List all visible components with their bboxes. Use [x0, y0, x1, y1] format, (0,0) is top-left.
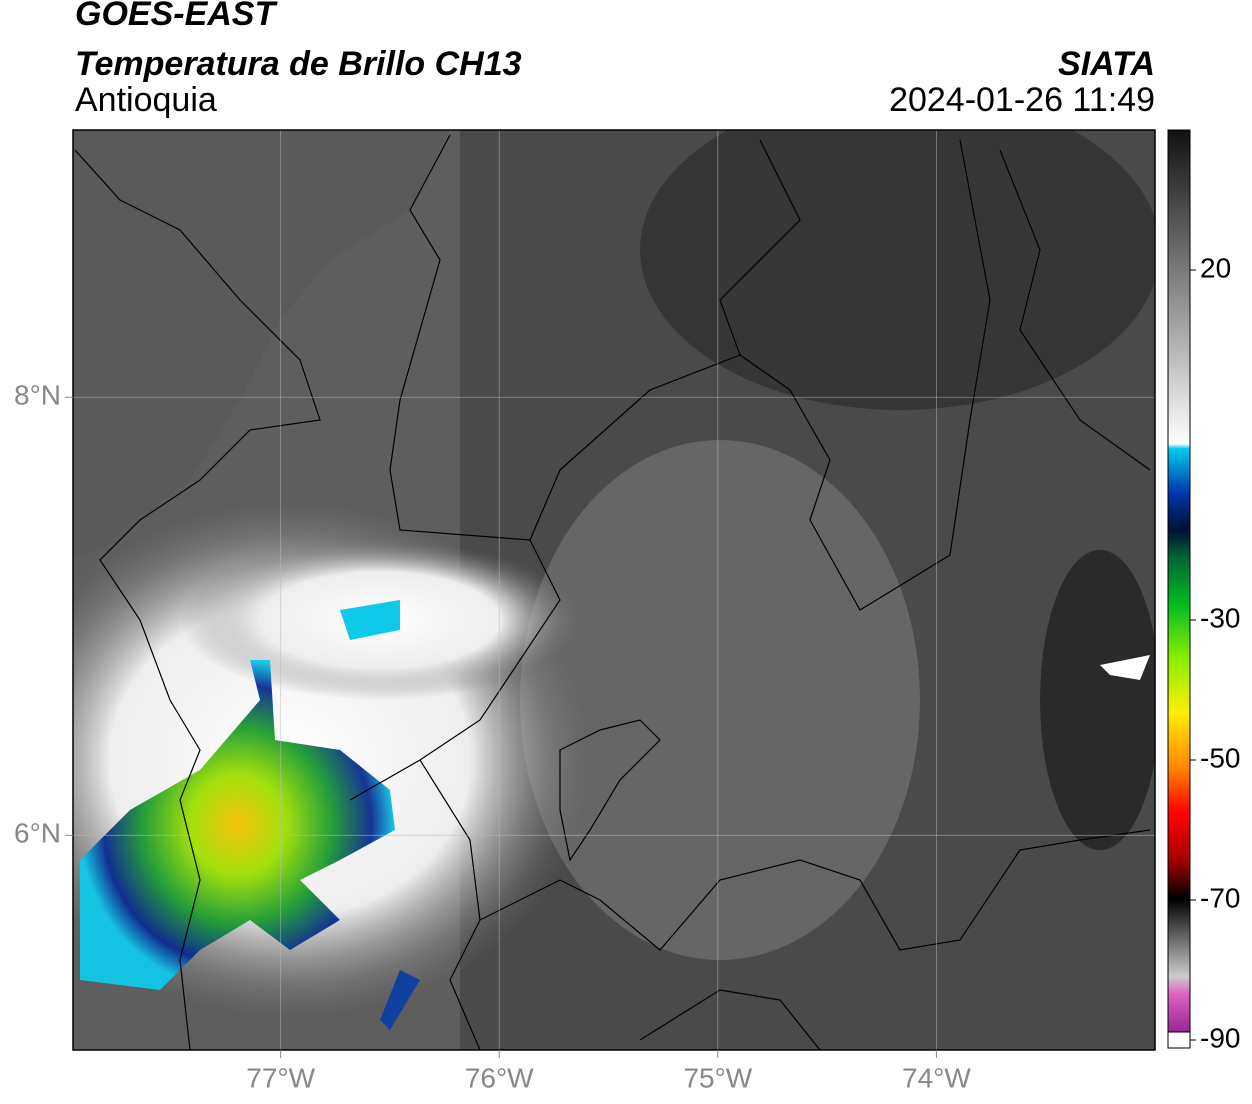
title: GOES-EAST [75, 0, 278, 33]
colorbar-extension [1167, 1031, 1191, 1049]
x-tick-label: 77°W [246, 1062, 315, 1093]
y-tick-label: 8°N [14, 380, 61, 411]
colorbar-tick-label: -70 [1200, 882, 1240, 913]
x-tick-label: 75°W [683, 1062, 752, 1093]
satellite-image [73, 130, 1155, 1050]
colorbar-tick-label: -90 [1200, 1022, 1240, 1053]
colorbar-tick-label: 20 [1200, 252, 1231, 283]
colorbar [1167, 129, 1191, 1041]
x-tick-label: 76°W [465, 1062, 534, 1093]
region: Antioquia [75, 81, 217, 119]
colorbar-tick-label: -30 [1200, 602, 1240, 633]
subtitle: Temperatura de Brillo CH13 [75, 45, 522, 83]
x-tick-label: 74°W [902, 1062, 971, 1093]
source: SIATA [1058, 45, 1155, 83]
colorbar-tick-label: -50 [1200, 742, 1240, 773]
y-tick-label: 6°N [14, 818, 61, 849]
datetime: 2024-01-26 11:49 [889, 81, 1155, 119]
grid [73, 130, 1155, 1050]
map-frame [72, 129, 1156, 1051]
